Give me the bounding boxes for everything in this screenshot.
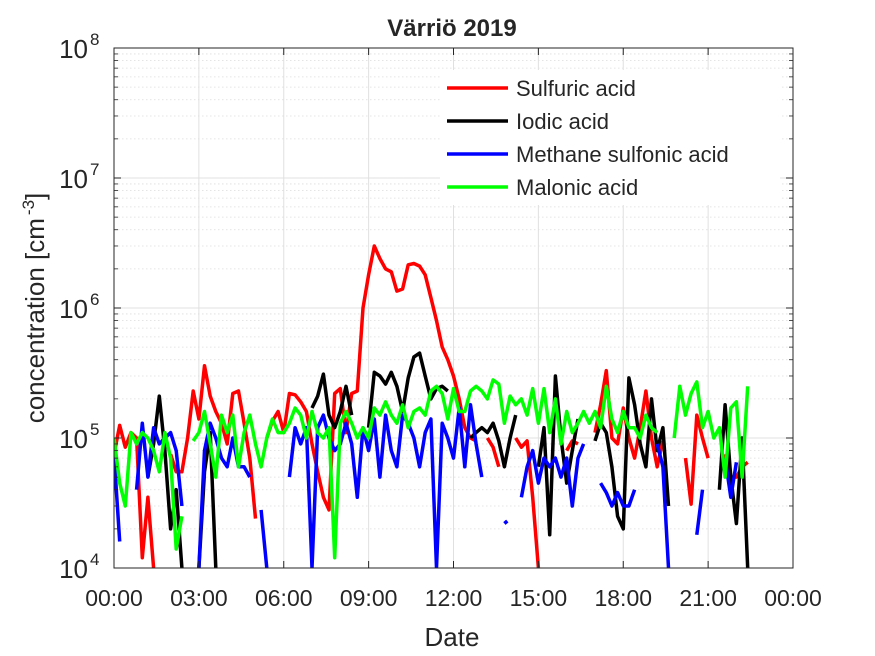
y-tick-exponent: 8 bbox=[90, 30, 99, 49]
legend: Sulfuric acid Iodic acid Methane sulfonic … bbox=[440, 70, 780, 205]
series-path bbox=[114, 378, 750, 560]
chart-title: Värriö 2019 bbox=[387, 15, 516, 42]
legend-label: Iodic acid bbox=[516, 109, 609, 134]
series-1-line bbox=[146, 351, 750, 568]
x-axis-label: Date bbox=[425, 622, 480, 652]
y-axis-label-text: concentration [cm bbox=[20, 218, 50, 423]
x-tick-label: 00:00 bbox=[85, 585, 143, 611]
y-axis-label-close: ] bbox=[20, 193, 50, 200]
y-axis-label-unit-exponent: -3 bbox=[19, 200, 38, 215]
legend-box bbox=[440, 70, 780, 205]
x-tick-label: 00:00 bbox=[764, 585, 822, 611]
y-tick-label: 10 bbox=[59, 554, 88, 584]
legend-label: Methane sulfonic acid bbox=[516, 142, 729, 167]
y-tick-label: 10 bbox=[59, 164, 88, 194]
y-tick-exponent: 6 bbox=[90, 290, 99, 309]
x-tick-label: 06:00 bbox=[255, 585, 313, 611]
legend-label: Sulfuric acid bbox=[516, 76, 636, 101]
y-tick-label: 10 bbox=[59, 34, 88, 64]
y-tick-label: 10 bbox=[59, 424, 88, 454]
x-tick-label: 12:00 bbox=[425, 585, 483, 611]
x-tick-labels: 00:00 03:00 06:00 09:00 12:00 15:00 18:00 21:00… bbox=[85, 585, 822, 611]
x-tick-label: 18:00 bbox=[594, 585, 652, 611]
series-path bbox=[114, 403, 739, 568]
y-tick-label: 10 bbox=[59, 294, 88, 324]
y-tick-exponent: 4 bbox=[90, 550, 99, 569]
series-path bbox=[146, 351, 750, 568]
y-tick-exponent: 5 bbox=[90, 420, 99, 439]
series-2-line bbox=[114, 403, 739, 568]
legend-label: Malonic acid bbox=[516, 175, 638, 200]
x-tick-label: 15:00 bbox=[510, 585, 568, 611]
x-tick-label: 21:00 bbox=[679, 585, 737, 611]
series-3-line bbox=[114, 378, 750, 560]
series-lines bbox=[114, 244, 750, 568]
x-tick-label: 03:00 bbox=[170, 585, 228, 611]
x-tick-label: 09:00 bbox=[340, 585, 398, 611]
axis-ticks bbox=[113, 47, 794, 569]
y-tick-exponent: 7 bbox=[90, 160, 99, 179]
y-axis-label: concentration [cm -3] bbox=[19, 193, 50, 424]
minor-gridlines bbox=[114, 53, 793, 530]
